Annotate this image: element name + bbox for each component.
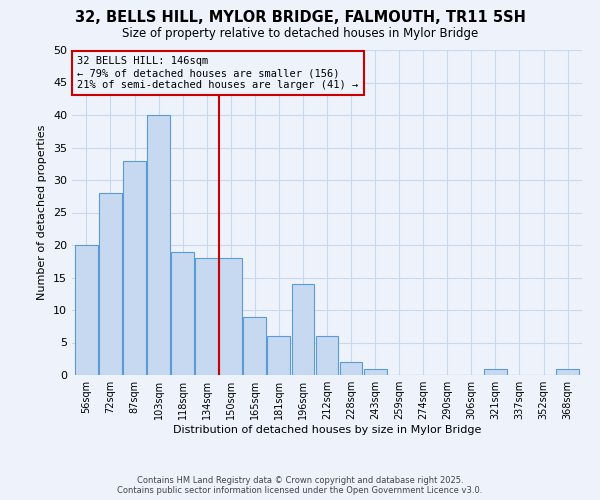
Bar xyxy=(292,284,314,375)
Bar xyxy=(340,362,362,375)
Bar xyxy=(147,115,170,375)
Bar xyxy=(195,258,218,375)
Bar xyxy=(316,336,338,375)
Bar xyxy=(556,368,579,375)
Bar xyxy=(123,160,146,375)
Bar xyxy=(244,316,266,375)
Text: 32 BELLS HILL: 146sqm
← 79% of detached houses are smaller (156)
21% of semi-det: 32 BELLS HILL: 146sqm ← 79% of detached … xyxy=(77,56,358,90)
Text: 32, BELLS HILL, MYLOR BRIDGE, FALMOUTH, TR11 5SH: 32, BELLS HILL, MYLOR BRIDGE, FALMOUTH, … xyxy=(74,10,526,25)
Text: Contains HM Land Registry data © Crown copyright and database right 2025.
Contai: Contains HM Land Registry data © Crown c… xyxy=(118,476,482,495)
Text: Size of property relative to detached houses in Mylor Bridge: Size of property relative to detached ho… xyxy=(122,28,478,40)
Bar xyxy=(75,245,98,375)
Bar xyxy=(268,336,290,375)
Y-axis label: Number of detached properties: Number of detached properties xyxy=(37,125,47,300)
Bar xyxy=(484,368,507,375)
Bar xyxy=(220,258,242,375)
Bar xyxy=(171,252,194,375)
Bar xyxy=(364,368,386,375)
Bar xyxy=(99,193,122,375)
X-axis label: Distribution of detached houses by size in Mylor Bridge: Distribution of detached houses by size … xyxy=(173,425,481,435)
